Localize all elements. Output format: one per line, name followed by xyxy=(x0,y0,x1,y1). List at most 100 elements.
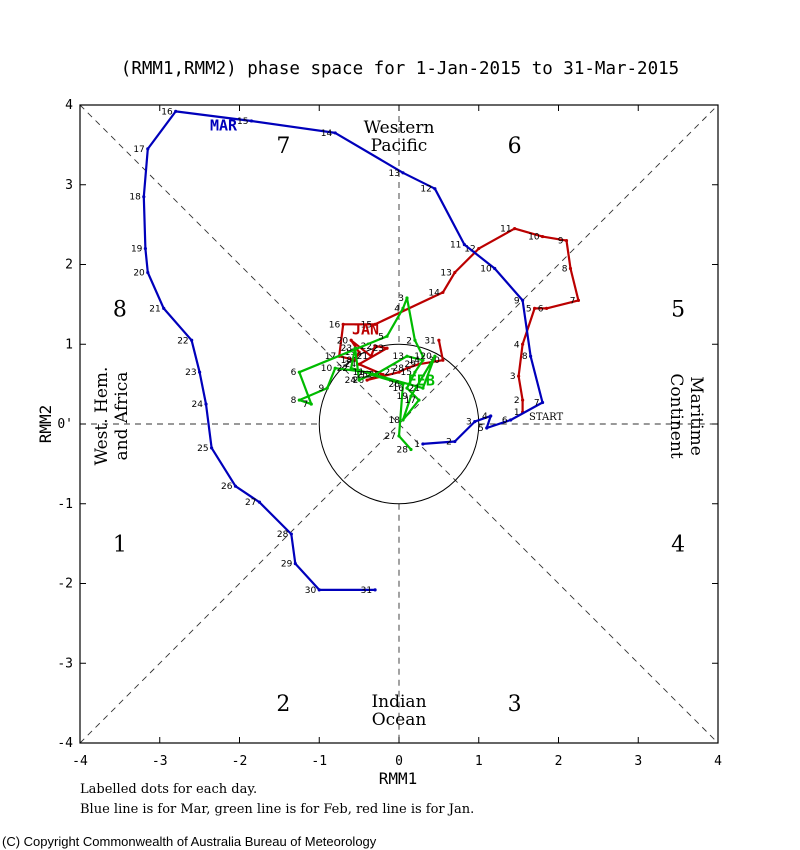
day-label: 28 xyxy=(277,530,289,540)
day-dot xyxy=(309,402,313,406)
day-dot xyxy=(528,354,533,358)
day-label: 19 xyxy=(397,392,409,402)
day-label: 15 xyxy=(400,368,411,378)
day-label: 20 xyxy=(337,336,349,346)
day-dot xyxy=(532,306,537,310)
day-dot xyxy=(297,370,301,374)
day-dot xyxy=(162,306,166,310)
day-dot xyxy=(357,378,361,382)
day-label: 14 xyxy=(428,288,440,298)
day-dot xyxy=(413,370,417,374)
day-label: 2 xyxy=(514,396,520,406)
copyright-text: (C) Copyright Commonwealth of Australia … xyxy=(2,834,377,849)
day-dot xyxy=(433,354,437,358)
day-label: 24 xyxy=(192,400,204,410)
day-dot xyxy=(401,382,405,386)
day-label: 1 xyxy=(514,408,520,418)
day-label: 30 xyxy=(305,586,317,596)
day-label: 5 xyxy=(378,332,384,342)
month-label: FEB xyxy=(408,372,435,390)
start-label: START xyxy=(529,412,564,423)
month-label: MAR xyxy=(210,117,238,135)
day-label: 16 xyxy=(161,107,173,117)
day-label: 17 xyxy=(133,145,144,155)
phase-number: 8 xyxy=(113,297,127,322)
day-label: 1 xyxy=(414,352,420,362)
day-label: 16 xyxy=(393,384,405,394)
y-tick-label: 3 xyxy=(65,178,73,193)
chart-title: (RMM1,RMM2) phase space for 1-Jan-2015 t… xyxy=(121,59,679,79)
day-label: 6 xyxy=(291,368,297,378)
day-label: 12 xyxy=(420,185,431,195)
day-dot xyxy=(369,354,373,358)
y-axis-label: RMM2 xyxy=(36,405,55,444)
day-dot xyxy=(453,270,457,275)
day-label: 24 xyxy=(345,376,357,386)
day-dot xyxy=(373,588,377,592)
phase-number: 7 xyxy=(276,134,290,159)
day-dot xyxy=(473,420,477,424)
day-label: 21 xyxy=(357,352,368,362)
day-dot xyxy=(513,227,517,231)
day-dot xyxy=(385,346,389,350)
day-dot xyxy=(317,588,321,592)
phase-number: 4 xyxy=(671,533,685,558)
day-label: 15 xyxy=(361,320,372,330)
day-label: 27 xyxy=(385,432,396,442)
day-dot xyxy=(413,338,417,342)
day-dot xyxy=(421,354,425,358)
y-tick-label: -1 xyxy=(57,497,73,512)
day-label: 27 xyxy=(385,368,396,378)
day-label: 22 xyxy=(177,336,188,346)
x-tick-label: 0 xyxy=(395,754,403,769)
day-label: 12 xyxy=(361,371,372,381)
region-label: Western xyxy=(364,118,435,138)
region-label: Pacific xyxy=(371,136,428,156)
day-dot xyxy=(421,442,425,446)
day-dot xyxy=(433,187,437,191)
day-label: 31 xyxy=(424,336,435,346)
day-label: 29 xyxy=(281,560,293,570)
day-label: 17 xyxy=(404,396,415,406)
day-dot xyxy=(297,398,301,402)
day-dot xyxy=(421,386,425,390)
day-label: 18 xyxy=(389,416,401,426)
day-label: 1 xyxy=(414,440,420,450)
day-dot xyxy=(357,362,361,366)
day-dot xyxy=(521,342,525,346)
day-dot xyxy=(477,246,481,251)
day-label: 11 xyxy=(353,368,364,378)
day-label: 6 xyxy=(538,304,544,314)
x-tick-label: -2 xyxy=(232,754,248,769)
day-dot xyxy=(198,370,202,374)
day-dot xyxy=(540,400,545,405)
day-dot xyxy=(289,532,293,536)
day-dot xyxy=(333,131,337,135)
x-tick-label: 3 xyxy=(634,754,642,769)
day-dot xyxy=(349,338,353,342)
day-label: 2 xyxy=(446,438,452,448)
day-label: 17 xyxy=(325,352,336,362)
day-label: 27 xyxy=(245,498,256,508)
day-dot xyxy=(385,334,389,338)
day-label: 18 xyxy=(341,356,353,366)
series-mar: 1 234567891011121314151617181920212223242… xyxy=(129,107,545,596)
day-dot xyxy=(409,447,413,452)
day-dot xyxy=(174,109,178,113)
day-dot xyxy=(405,366,409,370)
day-dot xyxy=(401,306,405,310)
day-dot xyxy=(381,372,385,377)
day-dot xyxy=(485,426,489,430)
region-label: and Africa xyxy=(112,372,132,461)
day-label: 24 xyxy=(345,360,357,370)
x-tick-label: 4 xyxy=(714,754,722,769)
region-label: Maritime xyxy=(686,376,706,456)
day-dot xyxy=(417,398,421,402)
day-dot xyxy=(373,322,377,326)
day-label: 10 xyxy=(480,264,492,274)
